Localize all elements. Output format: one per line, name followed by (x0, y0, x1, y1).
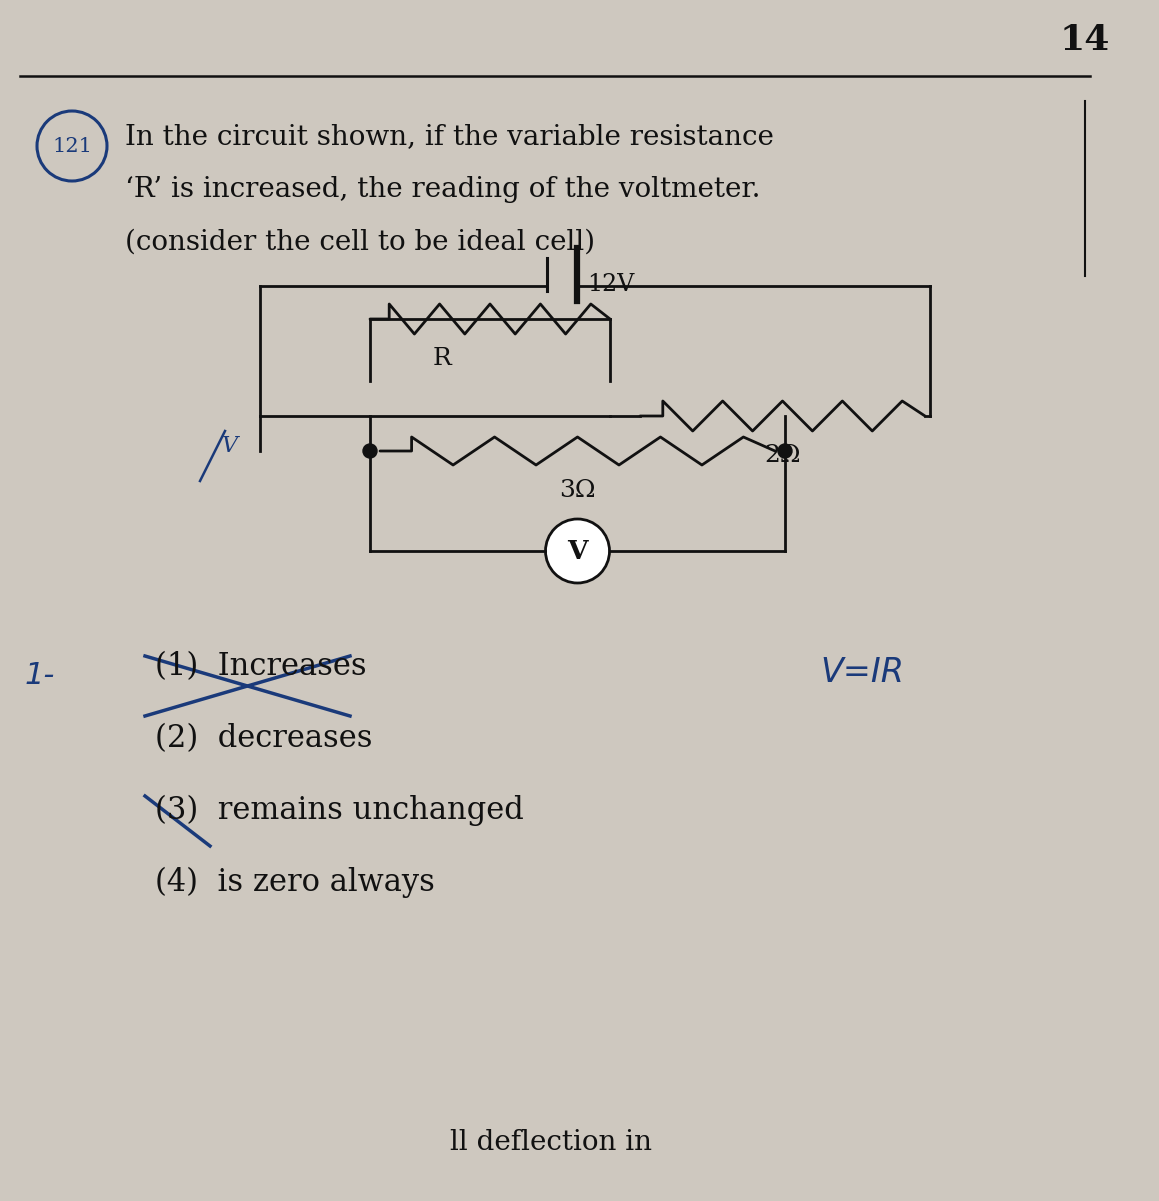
Text: 2Ω: 2Ω (764, 444, 801, 467)
Text: 14: 14 (1059, 23, 1110, 56)
Text: R: R (432, 347, 451, 370)
Text: (4)  is zero always: (4) is zero always (155, 867, 435, 898)
Text: (consider the cell to be ideal cell): (consider the cell to be ideal cell) (125, 229, 595, 256)
Text: ll deflection in: ll deflection in (450, 1129, 653, 1157)
Text: In the circuit shown, if the variable resistance: In the circuit shown, if the variable re… (125, 123, 774, 150)
Text: 1-: 1- (25, 661, 56, 691)
Circle shape (778, 444, 792, 458)
Text: 3Ω: 3Ω (560, 479, 596, 502)
Circle shape (363, 444, 377, 458)
Text: (2)  decreases: (2) decreases (155, 723, 372, 754)
Circle shape (546, 519, 610, 582)
Text: ‘R’ is increased, the reading of the voltmeter.: ‘R’ is increased, the reading of the vol… (125, 177, 760, 203)
Text: 12V: 12V (586, 273, 634, 295)
Text: V: V (567, 538, 588, 563)
Text: 121: 121 (52, 137, 92, 155)
Text: (1)  Increases: (1) Increases (155, 651, 366, 682)
Text: V=IR: V=IR (821, 656, 904, 689)
Text: (3)  remains unchanged: (3) remains unchanged (155, 795, 524, 826)
Text: V: V (221, 435, 238, 458)
